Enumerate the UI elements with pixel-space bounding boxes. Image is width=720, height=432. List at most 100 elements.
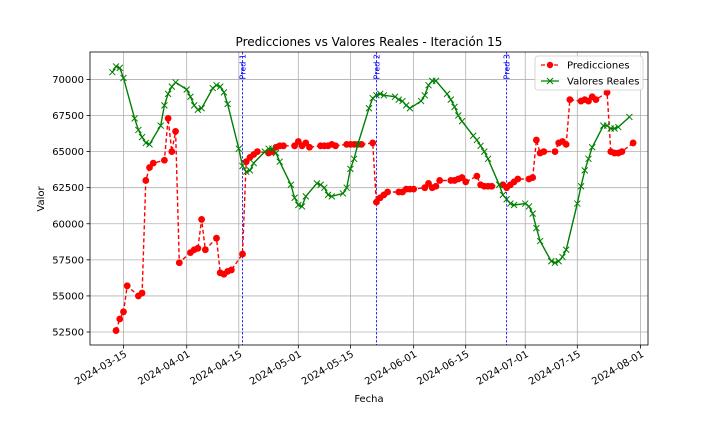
- data-point: [250, 159, 258, 167]
- data-point: [540, 148, 548, 155]
- vertical-marker-label: Pred 3: [503, 54, 512, 79]
- data-point: [521, 200, 529, 207]
- legend: Predicciones Valores Reales: [534, 55, 644, 91]
- legend-predicciones-marker: [546, 61, 554, 69]
- data-point: [581, 167, 589, 174]
- data-point: [350, 155, 358, 163]
- legend-valores-reales-label: Valores Reales: [567, 77, 639, 88]
- data-point: [417, 97, 425, 105]
- y-tick-label: 65000: [52, 147, 84, 158]
- vertical-marker-label: Pred 1: [239, 54, 248, 79]
- data-point: [495, 181, 503, 189]
- data-point: [376, 90, 384, 98]
- y-tick-label: 60000: [52, 219, 84, 230]
- y-tick-label: 62500: [52, 183, 84, 194]
- data-point: [406, 104, 414, 112]
- data-point: [261, 148, 269, 155]
- data-point: [164, 114, 172, 122]
- data-point: [216, 83, 224, 90]
- data-point: [142, 177, 150, 184]
- data-point: [298, 203, 306, 210]
- data-point: [603, 122, 611, 129]
- data-point: [525, 203, 533, 210]
- data-point: [138, 289, 146, 297]
- data-point: [123, 282, 131, 290]
- data-point: [432, 77, 440, 85]
- data-point: [235, 145, 243, 153]
- y-tick-label: 55000: [52, 291, 84, 302]
- vertical-marker-label: Pred 2: [372, 54, 381, 79]
- data-point: [473, 172, 481, 180]
- data-point: [395, 96, 403, 103]
- data-point: [343, 184, 351, 192]
- data-point: [254, 148, 261, 155]
- data-point: [276, 158, 284, 166]
- data-point: [321, 184, 328, 192]
- data-point: [142, 139, 150, 147]
- y-axis: 52500 55000 57500 60000 62500 65000 67500 70000: [52, 75, 90, 339]
- data-point: [172, 127, 179, 135]
- data-point: [213, 234, 220, 242]
- data-point: [451, 103, 458, 111]
- data-point: [313, 179, 321, 187]
- y-tick-label: 67500: [52, 111, 84, 122]
- data-point: [462, 178, 470, 186]
- data-point: [280, 142, 287, 150]
- data-point: [224, 100, 231, 108]
- data-point: [566, 96, 574, 104]
- data-point: [291, 194, 298, 202]
- data-point: [510, 201, 518, 209]
- data-point: [294, 201, 302, 209]
- data-point: [339, 190, 347, 197]
- data-point: [112, 63, 120, 70]
- data-point: [473, 136, 481, 144]
- data-point: [306, 143, 313, 151]
- data-point: [183, 86, 191, 93]
- data-point: [533, 136, 540, 144]
- data-point: [536, 237, 544, 245]
- data-point: [198, 216, 206, 223]
- data-point: [239, 250, 246, 258]
- data-point: [629, 139, 637, 147]
- data-point: [369, 94, 377, 102]
- data-point: [514, 175, 522, 183]
- data-point: [551, 259, 559, 267]
- data-point: [272, 149, 280, 157]
- data-point: [577, 182, 585, 190]
- data-point: [138, 133, 146, 141]
- data-point: [161, 156, 168, 164]
- data-point: [488, 182, 496, 190]
- data-point: [585, 155, 592, 163]
- data-point: [507, 200, 514, 207]
- data-point: [592, 96, 600, 104]
- data-point: [116, 315, 124, 323]
- data-point: [573, 200, 581, 207]
- data-point: [120, 74, 127, 82]
- y-tick-label: 57500: [52, 255, 84, 266]
- legend-box: [534, 55, 644, 91]
- data-point: [551, 148, 559, 155]
- data-point: [354, 141, 362, 148]
- x-axis-label: Fecha: [354, 394, 383, 405]
- data-point: [194, 244, 202, 252]
- data-point: [328, 192, 336, 200]
- data-point: [443, 90, 451, 98]
- data-point: [447, 96, 455, 103]
- data-point: [421, 91, 429, 99]
- data-point: [209, 84, 217, 92]
- data-point: [614, 123, 622, 131]
- data-point: [384, 188, 391, 196]
- y-axis-label: Valor: [36, 186, 47, 212]
- data-point: [410, 185, 418, 193]
- data-point: [287, 181, 295, 189]
- data-point: [172, 78, 179, 86]
- data-point: [198, 104, 205, 112]
- data-point: [380, 91, 388, 99]
- data-point: [302, 192, 310, 200]
- data-point: [477, 142, 484, 150]
- data-point: [365, 104, 373, 112]
- data-point: [559, 253, 566, 261]
- data-point: [547, 257, 555, 265]
- data-point: [588, 143, 596, 151]
- data-point: [432, 182, 440, 190]
